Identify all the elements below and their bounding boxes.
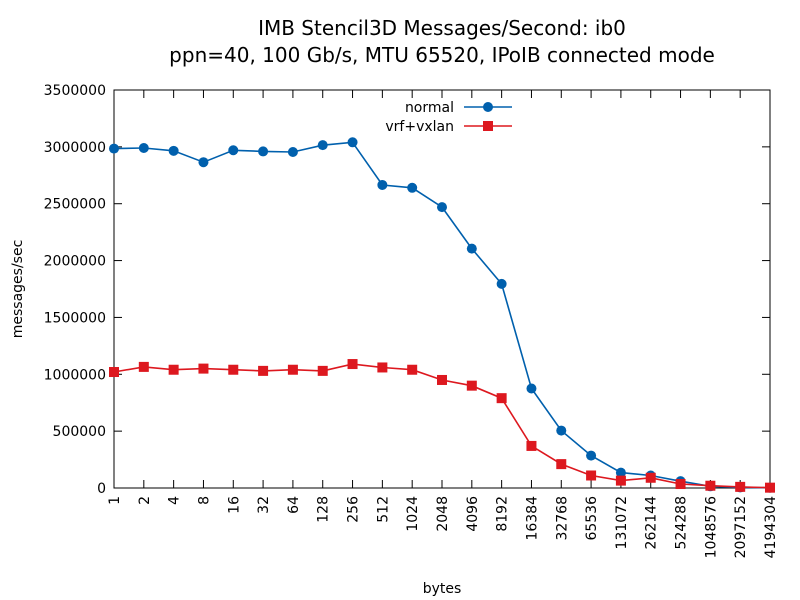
- data-point: [615, 475, 626, 486]
- data-point: [526, 383, 537, 394]
- data-point: [586, 450, 597, 461]
- chart-title-line-2: ppn=40, 100 Gb/s, MTU 65520, IPoIB conne…: [169, 43, 715, 67]
- data-point: [317, 140, 328, 151]
- data-point: [556, 459, 567, 470]
- data-point: [287, 146, 298, 157]
- x-tick-label: 2048: [435, 496, 451, 532]
- data-point: [138, 361, 149, 372]
- data-point: [466, 380, 477, 391]
- x-tick-label: 8: [196, 496, 212, 505]
- data-point: [645, 472, 656, 483]
- x-tick-label: 65536: [584, 496, 600, 541]
- x-tick-label: 16: [226, 496, 242, 514]
- series-layer: [109, 137, 775, 493]
- axis-ticks: [113, 89, 771, 489]
- x-tick-label: 512: [375, 496, 391, 523]
- x-tick-label: 2097152: [733, 496, 749, 558]
- y-tick-label: 1000000: [44, 367, 106, 383]
- x-tick-label: 4: [167, 496, 183, 505]
- legend-label: vrf+vxlan: [385, 119, 454, 135]
- data-point: [496, 393, 507, 404]
- plot-border: [113, 89, 771, 489]
- legend: normal vrf+vxlan: [385, 100, 512, 135]
- y-tick-label: 1500000: [44, 310, 106, 326]
- series-line: [113, 141, 771, 489]
- x-tick-label: 1024: [405, 496, 421, 532]
- x-tick-label: 2: [137, 496, 153, 505]
- data-point: [317, 365, 328, 376]
- x-tick-label: 131072: [614, 496, 630, 549]
- data-point: [407, 364, 418, 375]
- x-tick-label: 1048576: [703, 496, 719, 558]
- data-point: [437, 202, 447, 213]
- y-tick-label: 3000000: [44, 140, 106, 156]
- x-tick-label: 16384: [524, 496, 540, 541]
- data-point: [615, 467, 626, 478]
- chart-title-line-1: IMB Stencil3D Messages/Second: ib0: [258, 16, 626, 40]
- data-point: [705, 480, 716, 491]
- data-point: [228, 145, 239, 156]
- y-axis-label: messages/sec: [10, 240, 26, 339]
- data-point: [198, 363, 209, 374]
- data-point: [675, 479, 686, 490]
- data-point: [347, 359, 358, 370]
- y-tick-label: 0: [97, 481, 106, 497]
- data-point: [377, 179, 388, 190]
- data-point: [496, 278, 507, 289]
- data-point: [765, 482, 775, 493]
- series-vrf-vxlan: [109, 359, 775, 493]
- y-tick-label: 2500000: [44, 197, 106, 213]
- data-point: [377, 362, 388, 373]
- y-tick-label: 3500000: [44, 83, 106, 99]
- data-point: [138, 142, 149, 153]
- data-point: [198, 157, 209, 168]
- data-point: [526, 440, 537, 451]
- x-tick-label: 32: [256, 496, 272, 514]
- x-tick-label: 4194304: [763, 496, 779, 558]
- y-tick-label: 500000: [53, 424, 106, 440]
- x-axis-label: bytes: [423, 581, 462, 597]
- legend-marker: [483, 121, 493, 131]
- data-point: [109, 367, 119, 378]
- x-tick-labels: 1 2 4 8 16 32 64 128 256 512 1024 2048 4096 8192 16384…: [107, 496, 779, 558]
- x-tick-label: 262144: [644, 496, 660, 550]
- series-normal: [109, 137, 775, 493]
- data-point: [407, 182, 418, 193]
- data-point: [228, 364, 239, 375]
- data-point: [586, 470, 597, 481]
- y-tick-label: 2000000: [44, 254, 106, 270]
- x-tick-label: 8192: [495, 496, 511, 532]
- x-tick-label: 4096: [465, 496, 481, 532]
- data-point: [437, 374, 447, 385]
- x-tick-label: 32768: [554, 496, 570, 541]
- data-point: [466, 243, 477, 254]
- data-point: [556, 425, 567, 436]
- data-point: [168, 364, 179, 375]
- data-point: [258, 365, 269, 376]
- x-tick-label: 1: [107, 496, 123, 505]
- data-point: [735, 481, 746, 492]
- data-point: [347, 137, 358, 148]
- legend-label: normal: [405, 100, 454, 116]
- y-tick-labels: 0 500000 1000000 1500000 2000000 2500000 30000…: [44, 83, 106, 497]
- x-tick-label: 64: [286, 496, 302, 514]
- legend-marker: [483, 102, 493, 112]
- data-point: [258, 146, 269, 157]
- data-point: [168, 145, 179, 156]
- data-point: [109, 143, 119, 154]
- x-tick-label: 524288: [674, 496, 690, 549]
- x-tick-label: 256: [346, 496, 362, 523]
- x-tick-label: 128: [316, 496, 332, 523]
- data-point: [287, 364, 298, 375]
